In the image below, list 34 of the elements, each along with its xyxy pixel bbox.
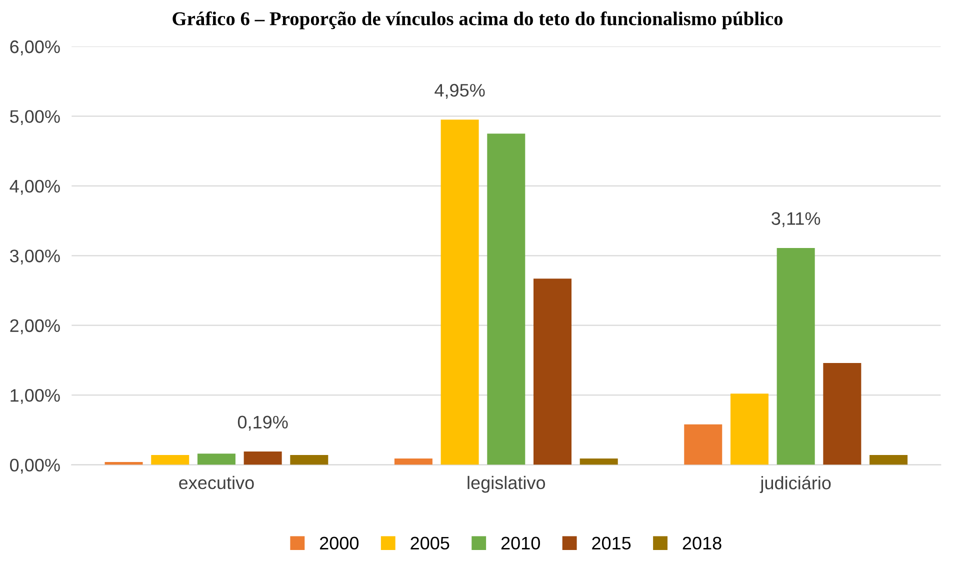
y-tick-label: 1,00% (10, 389, 60, 404)
data-label: 4,95% (434, 84, 485, 99)
bar (823, 363, 862, 465)
bar (290, 455, 328, 465)
chart-title: Gráfico 6 – Proporção de vínculos acima do teto do funcionalismo público (172, 11, 783, 30)
y-tick-label: 5,00% (10, 110, 60, 126)
bar (730, 394, 768, 465)
bar (533, 278, 572, 465)
legend-label: 2018 (682, 536, 722, 550)
bar (197, 454, 236, 465)
bar (244, 452, 282, 465)
legend-label: 2005 (410, 536, 450, 550)
y-tick-label: 3,00% (10, 250, 60, 264)
y-tick-label: 6,00% (10, 40, 60, 56)
x-tick-label: executivo (179, 476, 254, 490)
legend-label: 2015 (592, 536, 631, 550)
bar (580, 458, 618, 465)
y-tick-label: 4,00% (10, 180, 60, 195)
legend-label: 2000 (320, 536, 359, 550)
x-tick-label: judiciário (760, 476, 831, 493)
bar (487, 134, 526, 465)
x-tick-label: legislativo (468, 476, 546, 493)
bar (870, 455, 908, 465)
bar (684, 424, 722, 465)
bar (151, 455, 190, 465)
data-label: 0,19% (238, 416, 288, 431)
bar (104, 462, 143, 465)
y-tick-label: 2,00% (10, 319, 60, 334)
legend-label: 2010 (501, 536, 540, 550)
bar (394, 458, 432, 465)
bar (776, 248, 815, 465)
bar (440, 120, 479, 465)
data-label: 3,11% (772, 212, 820, 228)
y-tick-label: 0,00% (10, 458, 60, 474)
